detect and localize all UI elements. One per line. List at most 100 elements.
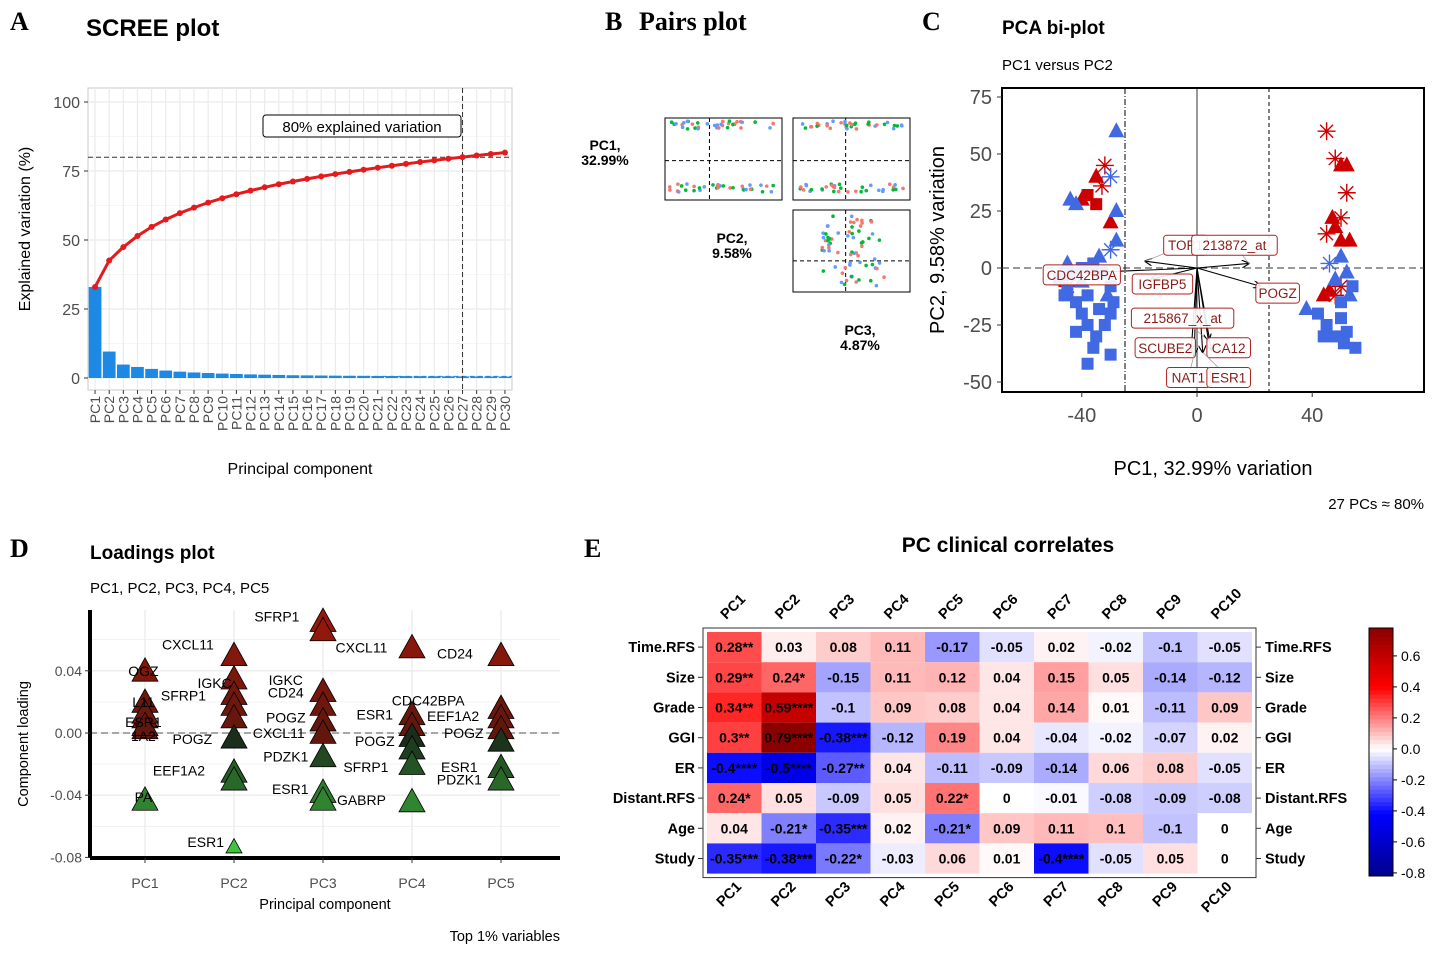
heatmap-cell	[1197, 752, 1252, 783]
heatmap-cell	[707, 632, 762, 663]
scree-cumulative-point	[162, 216, 169, 223]
scree-bar	[328, 375, 342, 378]
pairs-point	[827, 237, 832, 241]
scree-bar	[300, 375, 314, 378]
scree-cumulative-point	[148, 223, 155, 230]
biplot-point	[1320, 254, 1339, 273]
biplot-point	[1098, 319, 1111, 331]
pairs-point	[804, 183, 809, 188]
pairs-point	[727, 119, 732, 123]
scree-cumulative-point	[106, 257, 113, 264]
pairs-point	[877, 238, 882, 242]
loadings-label: CDC42BPA	[392, 692, 466, 708]
scree-bar	[201, 373, 215, 378]
scree-bar	[399, 376, 413, 378]
heatmap-row-label: Time.RFS	[628, 640, 695, 656]
loadings-label: SFRP1	[161, 688, 206, 704]
legend-swatch	[1369, 764, 1393, 770]
heatmap-row-label-right: Time.RFS	[1265, 640, 1332, 656]
heatmap-cell-label: -0.07	[1154, 730, 1186, 746]
legend-swatch	[1369, 681, 1393, 687]
pairs-point	[893, 183, 897, 187]
pairs-point	[849, 214, 854, 219]
pairs-point	[842, 282, 847, 287]
heatmap-col-label-bottom: PC10	[1199, 879, 1236, 916]
pairs-point	[844, 123, 849, 128]
loadings-label: ESR1	[187, 834, 224, 850]
heatmap-cell	[925, 662, 980, 693]
heatmap-cell	[761, 813, 816, 844]
legend-swatch	[1369, 739, 1393, 745]
heatmap-col-label-top: PC6	[990, 592, 1021, 623]
heatmap-cell	[1088, 722, 1143, 753]
scree-cumulative-point	[233, 191, 240, 198]
pairs-point	[891, 187, 895, 192]
legend-swatch	[1369, 644, 1393, 650]
heatmap-cell	[925, 752, 980, 783]
heatmap-cell-label: 0.24*	[718, 790, 751, 806]
heatmap-cell-label: 0.04	[721, 820, 748, 836]
biplot-label-box	[1131, 273, 1194, 295]
biplot-point	[1317, 122, 1336, 141]
pairs-point	[836, 189, 841, 194]
legend-swatch	[1369, 863, 1393, 869]
correlates-heatmap: 0.28** 0.03 0.08 0.11 -0.17 -0.05 0.02 -0.02 -0.…	[613, 586, 1426, 916]
pairs-point	[856, 253, 860, 258]
legend-swatch	[1369, 818, 1393, 823]
loadings-label: POGZ	[355, 733, 395, 749]
legend-swatch	[1369, 768, 1393, 774]
pairs-point	[857, 229, 861, 233]
biplot-loading-label: ESR1	[1211, 370, 1246, 385]
pairs-point	[674, 122, 678, 126]
heatmap-row-label-right: Grade	[1265, 701, 1307, 717]
heatmap-cell-label: -0.4****	[1038, 851, 1084, 867]
scree-xtick-label: PC12	[243, 396, 259, 431]
biplot-point	[1324, 208, 1341, 224]
biplot-point	[1311, 307, 1324, 320]
heatmap-cell-label: -0.11	[1155, 700, 1186, 716]
heatmap-col-label-top: PC5	[936, 592, 967, 623]
heatmap-cell	[925, 813, 980, 844]
pairs-cell	[664, 117, 783, 201]
heatmap-cell	[761, 752, 816, 783]
heatmap-col-label-top: PC4	[881, 592, 912, 623]
pairs-point	[731, 185, 735, 190]
loadings-label: GABRP	[337, 792, 386, 808]
scree-bar	[314, 375, 328, 378]
biplot-xlabel: PC1, 32.99% variation	[1113, 458, 1312, 480]
pairs-point	[850, 274, 854, 279]
biplot-loading-label: CDC42BPA	[1047, 268, 1117, 283]
pairs-point	[860, 244, 864, 249]
heatmap-row-label: Study	[655, 852, 695, 868]
biplot-loading-label: 213872_at	[1203, 238, 1267, 253]
biplot-point	[1327, 270, 1344, 286]
heatmap-cell-label: 0.14	[1048, 700, 1075, 716]
scree-bar	[116, 364, 130, 378]
scree-ytick-label: 0	[71, 371, 80, 388]
pairs-point	[740, 184, 745, 189]
pairs-point	[679, 184, 684, 188]
legend-swatch	[1369, 665, 1393, 670]
heatmap-cell	[707, 662, 762, 693]
pairs-point	[824, 185, 829, 189]
legend-swatch	[1369, 780, 1393, 786]
pairs-point	[850, 225, 854, 229]
panel-letter-b: B	[605, 7, 622, 36]
pairs-point	[848, 252, 853, 257]
scree-cumulative-point	[275, 181, 282, 188]
loadings-xtick-label: PC3	[309, 875, 336, 891]
legend-swatch	[1369, 838, 1393, 844]
loadings-xtick-label: PC5	[487, 875, 514, 891]
heatmap-cell-label: 0.02	[1211, 730, 1238, 746]
pairs-point	[669, 120, 674, 125]
loadings-label: PDZK1	[437, 772, 482, 788]
pairs-point	[877, 188, 881, 193]
biplot-label-box	[1130, 307, 1235, 329]
scree-xtick-label: PC23	[398, 396, 414, 431]
legend-swatch	[1369, 801, 1393, 807]
pairs-point	[836, 250, 840, 255]
heatmap-cell	[1143, 632, 1198, 663]
scree-bar	[286, 375, 300, 378]
panel-letter-d: D	[10, 534, 29, 563]
pairs-point	[848, 220, 853, 224]
